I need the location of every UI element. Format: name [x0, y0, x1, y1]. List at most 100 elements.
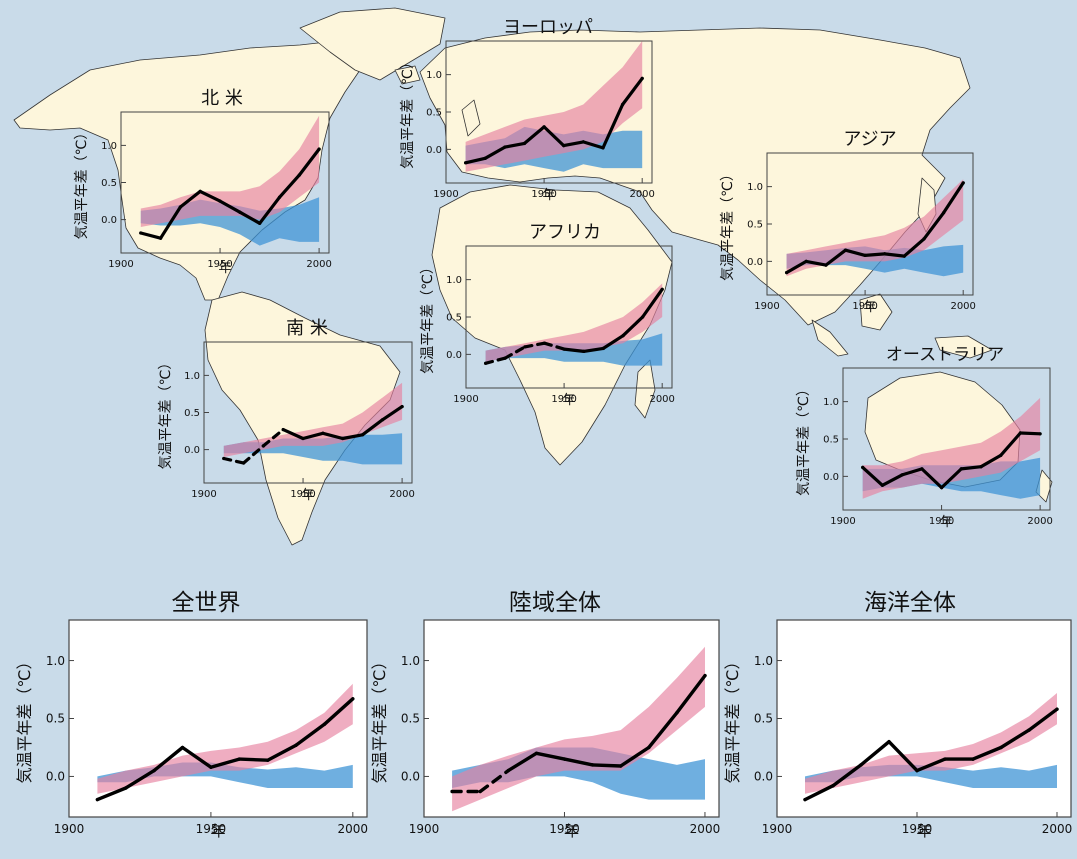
chart-panels: 0.0 0.5 1.0 1900 1950 2000 年 気温平年差（℃） 北 米 0.0 0.5 1…	[15, 17, 1072, 840]
all-forcings-band	[485, 283, 663, 362]
observed-point	[380, 418, 384, 422]
observed-line-segment	[294, 722, 327, 747]
observed-point	[562, 757, 567, 761]
x-axis-label: 年	[210, 822, 225, 840]
observed-line-segment	[601, 102, 625, 150]
observed-line-segment	[1027, 707, 1059, 732]
world-map	[13, 7, 1053, 546]
observed-point	[880, 483, 885, 487]
observed-point	[861, 465, 865, 469]
observed-point	[621, 334, 625, 338]
observed-line-segment	[959, 465, 983, 471]
observed-point	[943, 757, 947, 761]
observed-line-segment	[831, 763, 863, 788]
observed-point	[139, 231, 143, 235]
observed-line-segment	[843, 248, 867, 257]
observed-point	[522, 141, 527, 145]
observed-point	[294, 743, 298, 747]
x-tick-label: 2000	[950, 301, 975, 312]
observed-line-segment	[1018, 431, 1042, 436]
observed-line-segment	[360, 418, 384, 437]
all-forcings-band	[805, 693, 1057, 794]
observed-line-segment	[261, 428, 285, 448]
observed-line-segment	[242, 444, 265, 465]
x-axis-label: 年	[916, 822, 931, 840]
observed-point	[902, 254, 906, 258]
observed-line-segment	[863, 252, 887, 257]
y-tick-label: 0.0	[401, 770, 420, 784]
observed-line-segment	[281, 428, 305, 441]
x-tick-label: 1900	[54, 822, 85, 836]
x-tick-label: 1900	[762, 822, 793, 836]
observed-line-segment	[503, 345, 527, 360]
observed-line-segment	[523, 341, 547, 349]
chart-title: 北 米	[201, 88, 243, 109]
observed-line-segment	[380, 405, 404, 422]
observed-line-segment	[95, 786, 128, 802]
y-tick-label: 0.0	[754, 770, 773, 784]
y-tick-label: 1.0	[747, 182, 763, 193]
observed-point	[322, 722, 326, 726]
observed-line-segment	[266, 743, 298, 762]
y-axis-label: 気温平年差（℃）	[74, 126, 90, 240]
observed-point	[619, 764, 623, 768]
observed-point	[534, 751, 539, 755]
observed-point	[400, 405, 404, 409]
observed-point	[506, 769, 510, 773]
observed-line-segment	[941, 181, 965, 215]
observed-point	[1055, 707, 1059, 711]
chart-global-ocean: 0.0 0.5 1.0 1900 1950 2000 年 気温平年差（℃） 海洋全体	[723, 590, 1072, 840]
observed-line-segment	[979, 453, 1003, 469]
observed-line-segment	[218, 199, 242, 214]
observed-point	[641, 315, 645, 319]
observed-line-segment	[590, 763, 623, 768]
observed-line-segment	[880, 473, 904, 487]
all-forcings-band	[452, 646, 705, 812]
y-tick-label: 1.0	[426, 70, 442, 81]
x-tick-label: 1900	[754, 301, 779, 312]
observed-line-segment	[534, 751, 567, 761]
all-forcings-band	[465, 41, 643, 172]
observed-line-segment	[483, 145, 507, 160]
observed-point	[95, 798, 99, 802]
y-tick-label: 0.5	[101, 178, 117, 189]
y-axis-label: 気温平年差（℃）	[720, 167, 736, 281]
x-tick-label: 1950	[196, 822, 227, 836]
y-axis-label: 気温平年差（℃）	[15, 654, 34, 784]
observed-point	[178, 205, 182, 209]
y-tick-label: 1.0	[823, 397, 839, 408]
observed-line-segment	[484, 356, 507, 365]
chart-title: オーストラリア	[886, 345, 1004, 365]
y-tick-label: 0.0	[747, 257, 763, 268]
observed-point	[591, 763, 595, 767]
observed-point	[542, 125, 546, 129]
observed-line-segment	[238, 210, 262, 225]
x-tick-label: 1950	[551, 394, 576, 405]
x-tick-label: 1950	[549, 822, 580, 836]
observed-point	[341, 436, 345, 441]
observed-point	[450, 789, 454, 794]
chart-title: 全世界	[172, 590, 241, 616]
observed-point	[785, 271, 789, 275]
observed-line-segment	[542, 125, 566, 148]
observed-point	[297, 173, 301, 177]
x-tick-label: 2000	[338, 822, 369, 836]
observed-line-segment	[322, 697, 355, 726]
y-tick-label: 1.0	[754, 654, 773, 668]
observed-point	[222, 456, 226, 461]
observed-point	[660, 287, 664, 291]
chart-title: 陸域全体	[509, 590, 601, 616]
y-tick-label: 0.5	[446, 313, 462, 324]
observed-point	[503, 145, 507, 149]
x-tick-label: 1900	[409, 822, 440, 836]
observed-line-segment	[562, 140, 585, 148]
y-tick-label: 0.5	[754, 712, 773, 726]
x-tick-label: 2000	[1027, 516, 1052, 527]
observed-point	[883, 252, 887, 256]
observed-line-segment	[640, 287, 664, 319]
observed-point	[198, 189, 202, 193]
observed-line-segment	[999, 728, 1031, 750]
observed-point	[803, 798, 807, 802]
y-tick-label: 1.0	[184, 371, 200, 382]
